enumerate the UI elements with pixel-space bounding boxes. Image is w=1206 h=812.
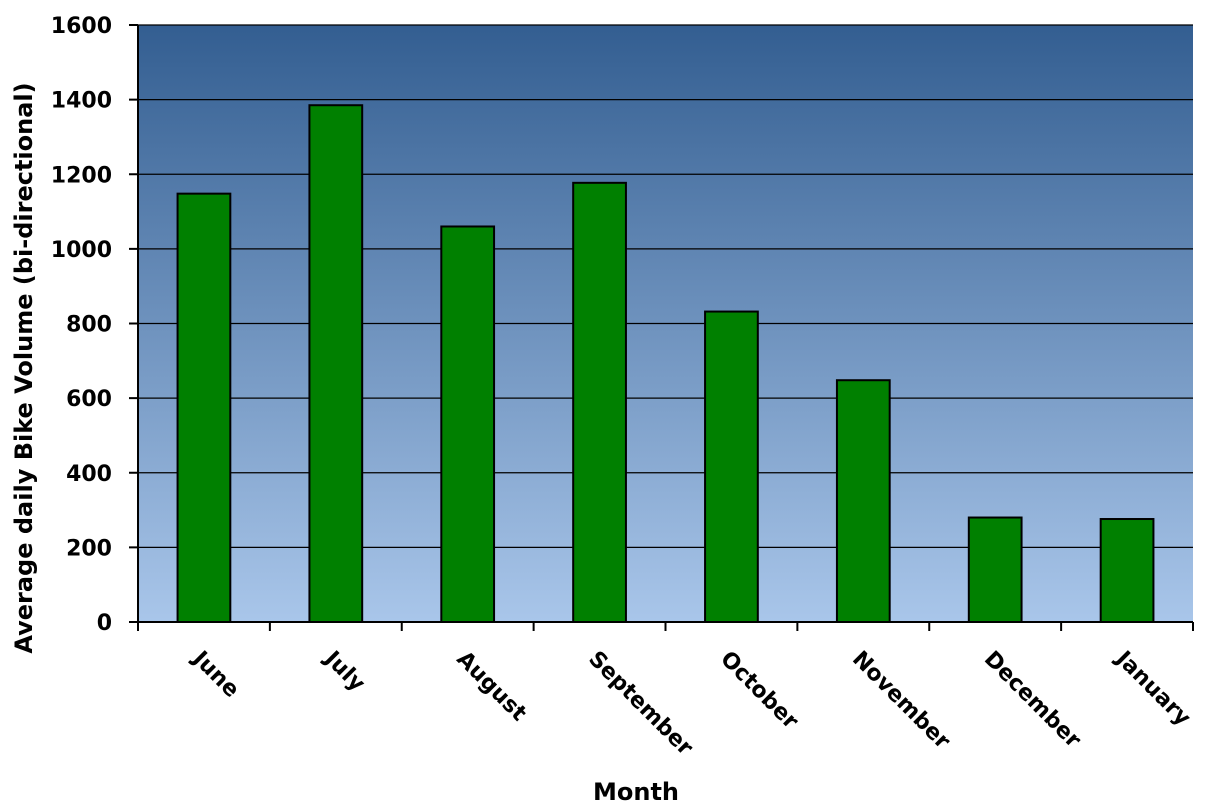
x-tick-label: July xyxy=(318,645,369,696)
y-tick-labels: 0 200 400 600 800 1000 1200 1400 1600 xyxy=(51,14,112,636)
x-tick-label: January xyxy=(1109,645,1195,731)
x-tick-label: September xyxy=(583,647,697,761)
bar-december xyxy=(967,516,1023,624)
y-tick-label: 200 xyxy=(66,536,112,561)
x-tick-label: November xyxy=(847,647,955,755)
bar-november xyxy=(835,379,891,623)
y-tick-label: 1600 xyxy=(51,14,112,39)
x-tick-labels: June July August September October November De… xyxy=(186,645,1195,761)
y-tick-label: 0 xyxy=(97,611,112,636)
y-axis-title: Average daily Bike Volume (bi-directiona… xyxy=(10,82,38,653)
bar-august xyxy=(440,225,496,624)
bar-october xyxy=(704,310,759,623)
y-tick-label: 800 xyxy=(66,313,112,338)
axes xyxy=(129,24,1194,631)
bars xyxy=(176,104,1155,624)
x-tick-label: June xyxy=(186,645,244,703)
bar-september xyxy=(572,181,627,623)
y-tick-label: 1400 xyxy=(51,89,112,114)
y-tick-label: 400 xyxy=(66,462,112,487)
bar-july xyxy=(308,104,364,624)
x-tick-label: October xyxy=(715,647,803,735)
bar-january xyxy=(1099,518,1155,624)
y-tick-label: 600 xyxy=(66,387,112,412)
y-tick-label: 1000 xyxy=(51,238,112,263)
x-tick-label: December xyxy=(979,647,1086,754)
x-tick-label: August xyxy=(451,647,531,727)
y-tick-label: 1200 xyxy=(51,163,112,188)
x-axis-title: Month xyxy=(593,778,679,806)
bar-june xyxy=(176,192,232,623)
